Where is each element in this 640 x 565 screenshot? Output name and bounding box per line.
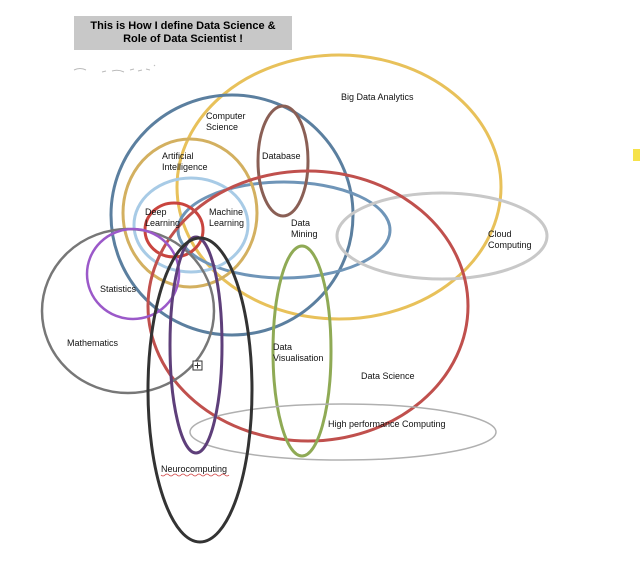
label-ml-2: Learning [209, 218, 244, 228]
label-data-science: Data Science [361, 371, 415, 381]
ellipse-data-science [146, 169, 470, 443]
yellow-accent-mark [633, 149, 640, 161]
label-vis-2: Visualisation [273, 353, 323, 363]
ellipse-database [256, 104, 310, 218]
plus-box-icon [192, 360, 203, 371]
label-ai-2: Intelligence [162, 162, 208, 172]
ellipse-data-mining [176, 180, 392, 280]
label-mining-2: Mining [291, 229, 318, 239]
label-computer-science-2: Science [206, 122, 238, 132]
ellipse-data-visualisation [271, 244, 333, 458]
ellipse-statistics [85, 227, 181, 321]
scribble-mark [73, 64, 156, 73]
label-database: Database [262, 151, 301, 161]
label-vis-1: Data [273, 342, 292, 352]
label-ml-1: Machine [209, 207, 243, 217]
label-deep-1: Deep [145, 207, 167, 217]
label-mathematics: Mathematics [67, 338, 119, 348]
label-cloud-1: Cloud [488, 229, 512, 239]
label-big-data: Big Data Analytics [341, 92, 414, 102]
ellipse-purple-narrow [168, 235, 224, 455]
title-line-1: This is How I define Data Science & [90, 20, 276, 32]
label-deep-2: Learning [145, 218, 180, 228]
ellipse-neurocomputing [146, 236, 254, 544]
label-neuro: Neurocomputing [161, 464, 227, 474]
ellipse-computer-science [109, 93, 355, 337]
label-computer-science-1: Computer [206, 111, 246, 121]
label-mining-1: Data [291, 218, 310, 228]
label-hpc: High performance Computing [328, 419, 446, 429]
label-statistics: Statistics [100, 284, 137, 294]
label-ai-1: Artificial [162, 151, 194, 161]
spellcheck-underline [160, 473, 230, 477]
ellipse-hpc [189, 403, 497, 461]
ellipse-ml [132, 176, 250, 274]
ellipse-mathematics [40, 227, 216, 395]
title-line-2: Role of Data Scientist ! [123, 33, 243, 45]
title-box: This is How I define Data Science & Role… [74, 16, 292, 50]
ellipse-big-data [175, 53, 503, 321]
ellipse-cloud [335, 191, 549, 281]
label-cloud-2: Computing [488, 240, 532, 250]
ellipse-ai [121, 137, 259, 289]
